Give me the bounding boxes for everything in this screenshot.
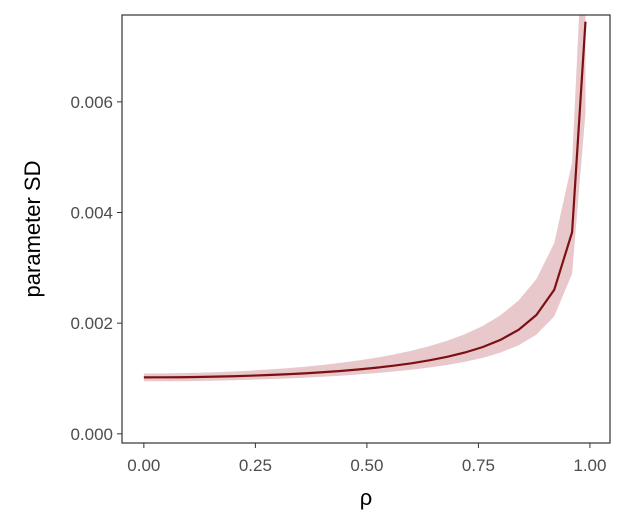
x-tick-label: 1.00: [573, 456, 606, 475]
x-tick-label: 0.75: [462, 456, 495, 475]
y-axis-title: parameter SD: [20, 161, 45, 298]
y-tick-label: 0.000: [70, 425, 113, 444]
x-tick-label: 0.50: [350, 456, 383, 475]
x-tick-label: 0.25: [239, 456, 272, 475]
confidence-band: [143, 15, 586, 382]
y-tick-label: 0.002: [70, 314, 113, 333]
x-axis-title: ρ: [360, 485, 373, 510]
plot-area: [143, 15, 587, 382]
y-tick-label: 0.004: [70, 204, 113, 223]
x-tick-label: 0.00: [127, 456, 160, 475]
y-tick-label: 0.006: [70, 93, 113, 112]
line: [143, 21, 587, 379]
panel-border: [121, 14, 611, 444]
